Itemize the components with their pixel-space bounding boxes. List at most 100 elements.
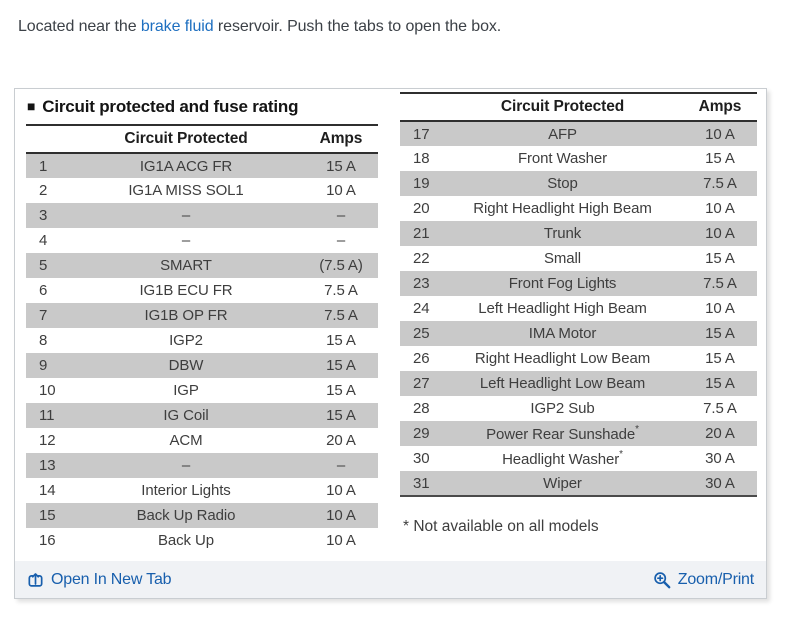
cell-circuit: Back Up [158,532,214,549]
cell-circuit: IG1B ECU FR [139,282,233,299]
fuse-rating-panel: ■ Circuit protected and fuse rating Circu… [14,88,767,599]
cell-num: 15 [39,507,56,524]
cell-circuit: Wiper [543,474,582,492]
cell-circuit: Left Headlight High Beam [478,300,647,317]
table-row: 19 Stop 7.5 A [400,171,757,196]
cell-amps: 15 A [705,250,735,267]
cell-num: 30 [413,450,430,467]
cell-circuit: Trunk [543,225,582,242]
cell-amps: – [336,457,346,474]
cell-num: 5 [39,257,48,274]
cell-amps: 30 A [705,474,735,492]
cell-num: 23 [413,275,430,292]
table-row: 29 Power Rear Sunshade* 20 A [400,421,757,446]
cell-amps: 10 A [705,225,735,242]
cell-amps: 10 A [326,507,356,524]
table-row: 31 Wiper 30 A [400,471,757,496]
cell-amps: 10 A [326,482,356,499]
cell-num: 21 [413,225,430,242]
header-circuit-protected: Circuit Protected [68,125,304,154]
zoom-print-link[interactable]: Zoom/Print [653,571,754,589]
cell-amps: 30 A [705,450,735,467]
cell-num: 6 [39,282,48,299]
cell-num: 9 [39,357,48,374]
table-row: 6 IG1B ECU FR 7.5 A [26,278,378,303]
cell-circuit: IMA Motor [528,325,597,342]
magnifier-plus-icon[interactable] [653,571,671,589]
table-row: 8 IGP2 15 A [26,328,378,353]
cell-circuit: AFP [548,125,577,143]
cell-circuit: Front Fog Lights [508,275,617,292]
cell-amps: 15 A [326,407,356,424]
cell-amps: 15 A [705,325,735,342]
footnote-text: * Not available on all models [403,518,599,535]
table-row: 20 Right Headlight High Beam 10 A [400,196,757,221]
cell-num: 11 [39,407,55,424]
cell-circuit: – [181,457,191,474]
cell-circuit: SMART [160,257,212,274]
cell-amps: 15 A [705,150,735,167]
cell-num: 8 [39,332,48,349]
table-row: 16 Back Up 10 A [26,528,378,553]
cell-num: 3 [39,207,48,224]
section-marker-icon: ■ [27,98,36,114]
cell-num: 25 [413,325,430,342]
cell-num: 14 [39,482,56,499]
cell-circuit: IGP2 [169,332,203,349]
table-row: 30 Headlight Washer* 30 A [400,446,757,471]
table-row: 14 Interior Lights 10 A [26,478,378,503]
table-row: 10 IGP 15 A [26,378,378,403]
open-in-new-tab-icon[interactable] [27,571,44,588]
cell-circuit: IG Coil [163,407,209,424]
cell-amps: 7.5 A [703,275,737,292]
cell-num: 22 [413,250,430,267]
cell-amps: 10 A [705,125,735,143]
table-row: 23 Front Fog Lights 7.5 A [400,271,757,296]
cell-num: 2 [39,182,48,199]
brake-fluid-link[interactable]: brake fluid [140,18,214,35]
cell-num: 31 [413,474,430,492]
cell-amps: 7.5 A [703,400,737,417]
cell-amps: 10 A [705,300,735,317]
table-row: 27 Left Headlight Low Beam 15 A [400,371,757,396]
open-in-new-tab-link[interactable]: Open In New Tab [27,570,172,589]
cell-circuit: Back Up Radio [136,507,236,524]
intro-suffix: reservoir. Push the tabs to open the box… [213,18,502,35]
cell-num: 4 [39,232,48,249]
section-title: ■ Circuit protected and fuse rating [26,94,378,124]
cell-amps: 20 A [705,425,735,442]
cell-amps: 15 A [326,332,356,349]
table-row: 2 IG1A MISS SOL1 10 A [26,178,378,203]
zoom-print-label: Zoom/Print [677,570,754,588]
table-header-row: Circuit Protected Amps [26,125,378,154]
open-in-new-tab-label: Open In New Tab [51,570,172,588]
table-row: 24 Left Headlight High Beam 10 A [400,296,757,321]
header-number [400,93,442,122]
cell-amps: 20 A [326,432,356,449]
section-title-text: Circuit protected and fuse rating [42,97,299,116]
table-row: 28 IGP2 Sub 7.5 A [400,396,757,421]
right-column: Circuit Protected Amps 17 AFP 10 A 18 Front … [400,92,757,536]
cell-amps: 15 A [326,382,356,399]
cell-circuit: IGP [173,382,199,399]
header-number [26,125,68,154]
cell-num: 18 [413,150,430,167]
cell-num: 29 [413,425,430,442]
cell-num: 1 [39,157,48,175]
table-row: 15 Back Up Radio 10 A [26,503,378,528]
cell-circuit: IGP2 Sub [530,400,595,417]
cell-circuit: Stop [547,175,578,192]
header-amps: Amps [304,125,378,154]
cell-amps: 7.5 A [703,175,737,192]
cell-amps: 15 A [705,350,735,367]
cell-num: 13 [39,457,56,474]
cell-circuit: Right Headlight High Beam [473,200,652,217]
cell-num: 28 [413,400,430,417]
cell-circuit: – [181,232,191,249]
cell-circuit: Left Headlight Low Beam [479,375,646,392]
header-circuit-protected: Circuit Protected [442,93,683,122]
cell-num: 27 [413,375,430,392]
table-row: 9 DBW 15 A [26,353,378,378]
cell-amps: 15 A [326,157,356,175]
cell-circuit: IG1B OP FR [144,307,228,324]
